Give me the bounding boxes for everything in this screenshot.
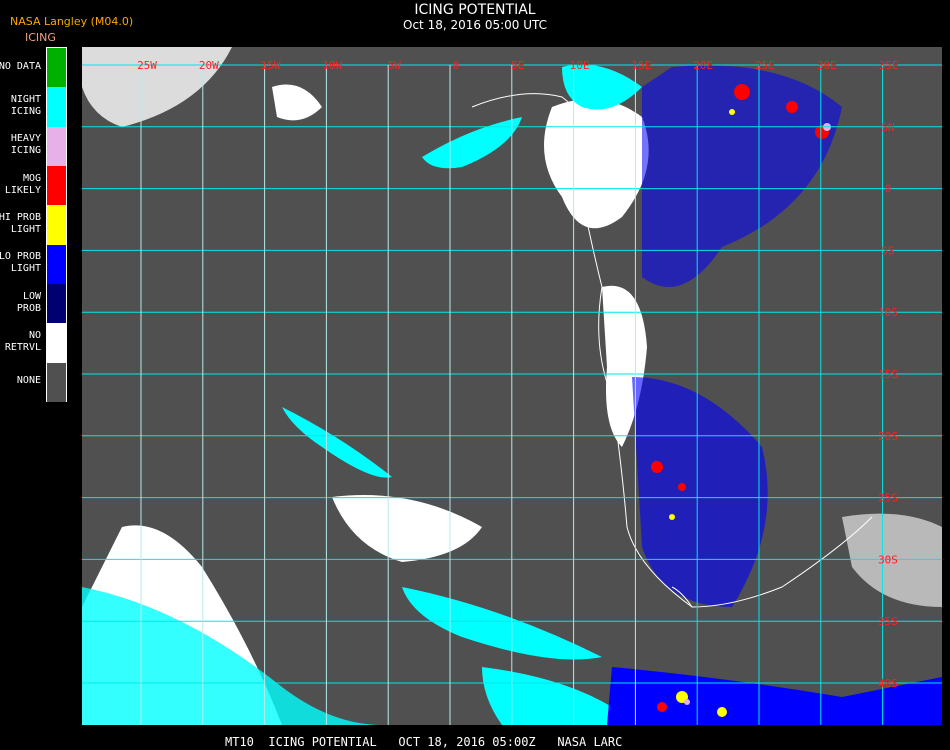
latitude-label: 15S (878, 368, 898, 381)
product-title: ICING POTENTIAL (414, 2, 536, 18)
valid-time: Oct 18, 2016 05:00 UTC (403, 18, 547, 32)
legend-labels: NO DATA NIGHT ICING HEAVY ICING MOG LIKELY H… (0, 47, 41, 401)
legend-swatch (47, 283, 66, 324)
legend-label: NO RETRVL (4, 330, 41, 353)
longitude-label: 20E (693, 59, 713, 72)
longitude-label: 0 (453, 59, 460, 72)
longitude-label: 15W (261, 59, 281, 72)
longitude-label: 10E (570, 59, 590, 72)
longitude-label: 35E (879, 59, 899, 72)
latitude-label: 30S (878, 553, 898, 566)
legend-label: LOW PROB (16, 290, 41, 314)
longitude-label: 10W (322, 59, 342, 72)
latitude-label: 5S (881, 244, 894, 257)
footer-caption: MT10 ICING POTENTIAL OCT 18, 2016 05:00Z… (225, 735, 623, 749)
legend-swatch (47, 165, 66, 206)
longitude-label: 20W (199, 59, 219, 72)
legend-label: MOG LIKELY (4, 172, 41, 196)
latitude-label: 35S (878, 615, 898, 628)
legend-label: HI PROB LIGHT (0, 212, 41, 235)
longitude-label: 25W (137, 59, 157, 72)
legend-swatch (47, 205, 66, 245)
latitude-label: 0 (885, 183, 892, 196)
legend-label: NONE (16, 375, 41, 387)
legend-swatch (47, 244, 66, 284)
legend-label: HEAVY ICING (10, 133, 41, 157)
legend-label: NIGHT ICING (10, 94, 41, 117)
latitude-label: 25S (878, 492, 898, 505)
legend-label: LO PROB LIGHT (0, 251, 41, 275)
latitude-label: 10S (878, 306, 898, 319)
legend-title: ICING (25, 31, 56, 44)
legend-swatch (47, 362, 66, 402)
longitude-label: 15E (631, 59, 651, 72)
legend-swatch (47, 48, 66, 88)
map-canvas: 25W 20W 15W 10W 5W 0 5E 10E 15E 20E 25E 30E 35E 5N 0 5S… (82, 47, 942, 725)
icing-lo-prob-light (607, 65, 942, 725)
legend-swatch (47, 87, 66, 127)
latitude-label: 20S (878, 430, 898, 443)
coastline (471, 93, 873, 608)
longitude-label: 30E (817, 59, 837, 72)
legend-swatch (47, 126, 66, 166)
legend-label: NO DATA (0, 60, 41, 72)
latitude-label: 40S (878, 677, 898, 690)
icing-map: 25W 20W 15W 10W 5W 0 5E 10E 15E 20E 25E 30E 35E 5N 0 5S… (82, 47, 942, 725)
longitude-label: 25E (755, 59, 775, 72)
brand-label: NASA Langley (M04.0) (10, 15, 134, 28)
legend-swatch (47, 323, 66, 363)
longitude-label: 5E (511, 59, 524, 72)
lat-lon-grid: 25W 20W 15W 10W 5W 0 5E 10E 15E 20E 25E 30E 35E 5N 0 5S… (82, 59, 942, 725)
longitude-label: 5W (388, 59, 402, 72)
latitude-label: 5N (881, 121, 894, 134)
legend-color-bar (46, 47, 67, 402)
